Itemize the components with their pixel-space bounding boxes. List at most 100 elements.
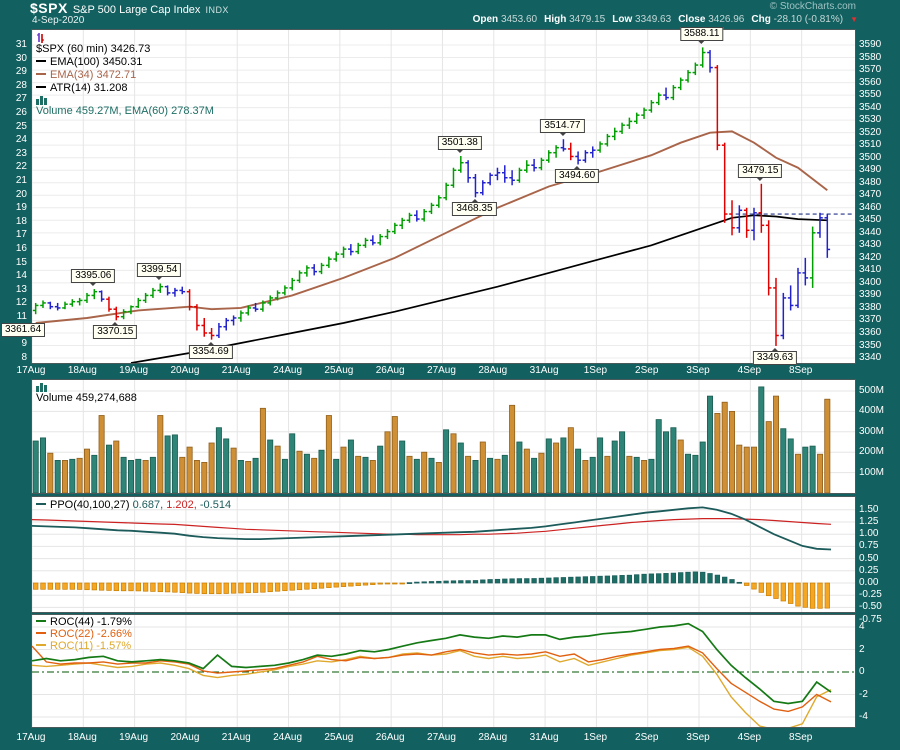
atr-axis-tick: 15 bbox=[15, 256, 27, 268]
price-axis-tick: 3540 bbox=[859, 101, 882, 113]
date-tick: 1Sep bbox=[583, 732, 608, 743]
date-tick: 17Aug bbox=[16, 365, 46, 376]
ppo-axis-tick: 1.00 bbox=[859, 528, 879, 540]
date-tick: 19Aug bbox=[119, 732, 149, 743]
atr-axis-tick: 21 bbox=[15, 175, 27, 186]
open-value: 3453.60 bbox=[500, 14, 538, 25]
date-tick: 25Aug bbox=[324, 732, 354, 743]
ppo-canvas bbox=[32, 497, 855, 612]
volume-axis-tick: 200M bbox=[859, 446, 885, 458]
x-axis-dates-bottom: 17Aug 18Aug 19Aug 20Aug 21Aug 24Aug 25Aug 26Aug… bbox=[0, 731, 900, 749]
date-tick: 27Aug bbox=[427, 732, 456, 743]
date-tick: 26Aug bbox=[375, 365, 405, 376]
chg-value: -28.10 (-0.81%) bbox=[773, 14, 844, 25]
atr-axis-tick: 12 bbox=[15, 297, 27, 309]
symbol: $SPX bbox=[30, 0, 68, 16]
x-axis-dates-middle: 17Aug 18Aug 19Aug 20Aug 21Aug 24Aug 25Aug 26Aug… bbox=[0, 364, 900, 379]
open-label: Open bbox=[472, 14, 499, 25]
price-axis-tick: 3360 bbox=[859, 326, 882, 338]
ppo-axis-tick: 1.25 bbox=[859, 516, 879, 527]
date-tick: 8Sep bbox=[788, 732, 813, 743]
atr-axis-tick: 20 bbox=[15, 188, 27, 200]
price-axis-tick: 3520 bbox=[859, 126, 882, 138]
price-axis-tick: 3570 bbox=[859, 64, 882, 76]
atr-axis-tick: 22 bbox=[15, 161, 27, 173]
atr-axis-tick: 10 bbox=[15, 324, 27, 336]
date-tick: 24Aug bbox=[273, 365, 303, 376]
price-axis-tick: 3440 bbox=[859, 226, 882, 238]
date-tick: 28Aug bbox=[478, 365, 508, 376]
volume-axis-tick: 400M bbox=[859, 405, 885, 417]
chart-date: 4-Sep-2020 bbox=[32, 15, 85, 26]
atr-axis-tick: 13 bbox=[15, 283, 27, 295]
low-label: Low bbox=[612, 14, 633, 25]
down-arrow-icon: ▼ bbox=[850, 15, 858, 24]
price-axis-tick: 3450 bbox=[859, 214, 882, 226]
date-tick: 17Aug bbox=[16, 732, 46, 743]
quote-row: Open 3453.60 High 3479.15 Low 3349.63 Close… bbox=[473, 14, 858, 25]
atr-axis-tick: 23 bbox=[15, 147, 27, 159]
atr-axis-tick: 24 bbox=[15, 134, 27, 146]
date-tick: 31Aug bbox=[529, 365, 559, 376]
atr-axis-tick: 29 bbox=[15, 66, 27, 78]
index-name: S&P 500 Large Cap Index bbox=[72, 4, 201, 16]
price-axis-tick: 3550 bbox=[859, 89, 882, 101]
atr-axis-tick: 19 bbox=[15, 202, 27, 214]
roc-canvas bbox=[32, 615, 855, 727]
atr-axis-tick: 17 bbox=[15, 229, 27, 241]
date-tick: 2Sep bbox=[635, 732, 659, 743]
left-axis: 31 30 29 28 27 26 25 24 23 22 21 20 19 18 17 16 15 14 13 12… bbox=[0, 0, 31, 750]
price-axis-tick: 3380 bbox=[859, 301, 882, 313]
date-tick: 21Aug bbox=[221, 365, 251, 376]
high-value: 3479.15 bbox=[569, 14, 606, 25]
price-axis-tick: 3530 bbox=[859, 114, 882, 126]
atr-axis-tick: 27 bbox=[15, 93, 27, 105]
atr-axis-tick: 28 bbox=[15, 79, 27, 91]
ppo-axis-tick: 0.50 bbox=[859, 552, 879, 564]
roc-panel: ROC(44) -1.79% ROC(22) -2.66% ROC(11) -1… bbox=[31, 614, 856, 728]
date-tick: 28Aug bbox=[478, 732, 508, 743]
roc-axis-tick: 4 bbox=[859, 621, 865, 632]
atr-axis-tick: 25 bbox=[15, 120, 27, 132]
low-value: 3349.63 bbox=[635, 14, 672, 25]
date-tick: 31Aug bbox=[529, 732, 559, 743]
high-label: High bbox=[544, 14, 567, 25]
ppo-axis-tick: 1.50 bbox=[859, 503, 879, 515]
date-tick: 3Sep bbox=[686, 732, 710, 743]
atr-axis-tick: 26 bbox=[15, 107, 27, 118]
roc-axis-tick: 0 bbox=[859, 666, 865, 677]
date-tick: 19Aug bbox=[119, 365, 149, 376]
price-axis-tick: 3430 bbox=[859, 239, 882, 251]
atr-axis-tick: 30 bbox=[15, 52, 27, 64]
atr-axis-tick: 31 bbox=[15, 39, 27, 50]
date-tick: 1Sep bbox=[583, 365, 608, 376]
close-value: 3426.96 bbox=[708, 14, 745, 25]
price-axis-tick: 3390 bbox=[859, 289, 882, 301]
date-tick: 25Aug bbox=[324, 365, 354, 376]
price-axis-tick: 3590 bbox=[859, 39, 882, 51]
ppo-axis-tick: -0.50 bbox=[859, 601, 882, 613]
roc-axis-tick: -4 bbox=[859, 711, 868, 722]
atr-axis-tick: 14 bbox=[15, 270, 27, 282]
price-axis-tick: 3460 bbox=[859, 201, 882, 213]
date-tick: 4Sep bbox=[737, 365, 762, 376]
volume-canvas bbox=[32, 380, 855, 493]
date-tick: 24Aug bbox=[273, 732, 303, 743]
right-axis: 3590 3580 3570 3560 3550 3540 3530 3520 3510 3500… bbox=[856, 0, 900, 750]
close-label: Close bbox=[678, 14, 706, 25]
volume-axis-tick: 500M bbox=[859, 385, 885, 396]
volume-axis-tick: 100M bbox=[859, 466, 885, 478]
date-tick: 18Aug bbox=[67, 365, 97, 376]
roc-axis-tick: 2 bbox=[859, 643, 865, 655]
exchange: INDX bbox=[205, 5, 229, 15]
volume-axis-tick: 300M bbox=[859, 425, 885, 437]
price-axis-tick: 3400 bbox=[859, 276, 882, 288]
price-chart-panel: $SPX (60 min) 3426.73 EMA(100) 3450.31 E… bbox=[31, 29, 856, 364]
price-axis-tick: 3370 bbox=[859, 314, 882, 326]
title-row: $SPX S&P 500 Large Cap Index INDX bbox=[30, 0, 229, 18]
price-axis-tick: 3510 bbox=[859, 139, 882, 151]
date-tick: 27Aug bbox=[427, 365, 456, 376]
price-axis-tick: 3350 bbox=[859, 339, 882, 351]
price-axis-tick: 3490 bbox=[859, 164, 882, 176]
